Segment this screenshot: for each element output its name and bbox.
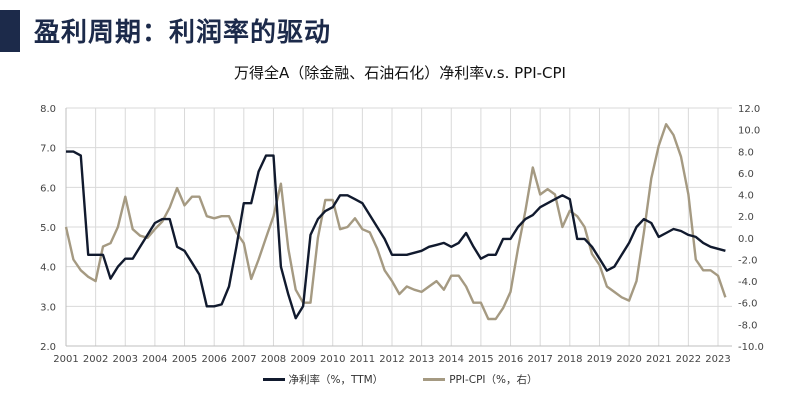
y-tick-left: 2.0	[40, 342, 56, 353]
legend-item-net-margin: 净利率（%，TTM）	[262, 372, 384, 387]
x-tick: 2009	[290, 354, 315, 365]
title-accent-bar	[0, 10, 20, 52]
x-tick: 2022	[676, 354, 701, 365]
legend-label-ppi-cpi: PPI-CPI（%，右）	[449, 374, 538, 386]
chart-title: 万得全A（除金融、石油石化）净利率v.s. PPI-CPI	[234, 64, 566, 82]
y-tick-left: 8.0	[40, 104, 56, 115]
legend-label-net-margin: 净利率（%，TTM）	[288, 374, 384, 386]
page-title: 盈利周期：利润率的驱动	[34, 18, 332, 48]
y-tick-left: 7.0	[40, 144, 56, 155]
x-tick: 2012	[379, 354, 404, 365]
x-tick: 2013	[409, 354, 434, 365]
x-tick: 2023	[705, 354, 730, 365]
y-tick-right: 2.0	[738, 212, 754, 223]
x-tick: 2019	[587, 354, 612, 365]
x-tick: 2001	[53, 354, 78, 365]
x-tick: 2005	[172, 354, 197, 365]
x-tick: 2017	[527, 354, 552, 365]
chart-legend: 净利率（%，TTM） PPI-CPI（%，右）	[0, 372, 800, 387]
y-tick-right: -4.0	[738, 277, 758, 288]
y-tick-right: -10.0	[738, 342, 764, 353]
x-tick: 2006	[201, 354, 226, 365]
y-tick-right: 6.0	[738, 169, 754, 180]
y-tick-right: 10.0	[738, 126, 760, 137]
y-tick-left: 5.0	[40, 223, 56, 234]
y-tick-left: 6.0	[40, 183, 56, 194]
legend-item-ppi-cpi: PPI-CPI（%，右）	[423, 372, 537, 387]
y-tick-left: 3.0	[40, 302, 56, 313]
x-tick: 2014	[439, 354, 464, 365]
x-tick: 2007	[231, 354, 256, 365]
x-tick: 2003	[113, 354, 138, 365]
x-tick: 2002	[83, 354, 108, 365]
y-tick-right: -8.0	[738, 320, 758, 331]
y-tick-left: 4.0	[40, 263, 56, 274]
legend-swatch-ppi-cpi	[423, 378, 446, 381]
series-net-margin-line	[66, 150, 726, 320]
x-tick: 2011	[350, 354, 375, 365]
series-ppi-cpi-line	[64, 122, 727, 321]
x-tick: 2004	[142, 354, 167, 365]
x-tick: 2020	[616, 354, 641, 365]
y-tick-right: 8.0	[738, 147, 754, 158]
y-tick-right: -2.0	[738, 255, 758, 266]
y-tick-right: -6.0	[738, 299, 758, 310]
legend-swatch-net-margin	[262, 378, 285, 381]
x-tick: 2018	[557, 354, 582, 365]
y-tick-right: 0.0	[738, 234, 754, 245]
x-tick: 2015	[468, 354, 493, 365]
x-tick: 2021	[646, 354, 671, 365]
x-tick: 2008	[261, 354, 286, 365]
x-tick: 2010	[320, 354, 345, 365]
y-tick-right: 12.0	[738, 104, 760, 115]
y-tick-right: 4.0	[738, 191, 754, 202]
x-tick: 2016	[498, 354, 523, 365]
